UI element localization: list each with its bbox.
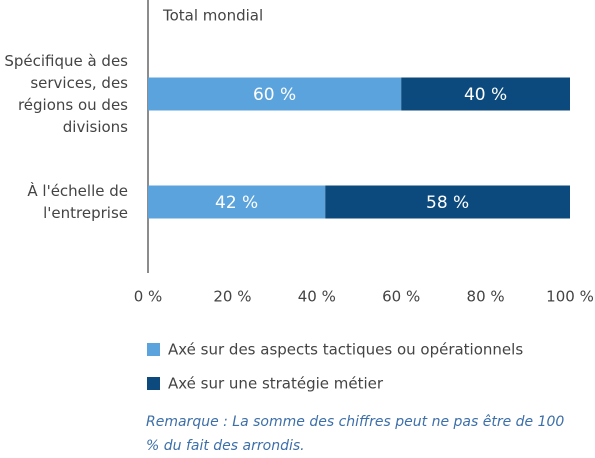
data-label: 60 % — [253, 85, 296, 105]
bar — [148, 185, 326, 219]
legend-label: Axé sur une stratégie métier — [168, 375, 384, 393]
chart-subtitle: Total mondial — [162, 7, 263, 25]
bar — [401, 77, 570, 111]
legend-label: Axé sur des aspects tactiques ou opérati… — [168, 341, 523, 359]
data-label: 42 % — [215, 193, 258, 213]
y-tick-label: Spécifique à des services, des régions o… — [4, 52, 128, 136]
data-label: 40 % — [464, 85, 507, 105]
x-tick-label: 60 % — [382, 288, 420, 306]
bar — [325, 185, 570, 219]
y-tick-label: À l'échelle de l'entreprise — [27, 182, 128, 222]
bar — [148, 77, 402, 111]
x-tick-label: 80 % — [467, 288, 505, 306]
x-tick-label: 100 % — [546, 288, 594, 306]
x-tick-label: 40 % — [298, 288, 336, 306]
note: Remarque : La somme des chiffres peut ne… — [146, 414, 565, 454]
x-tick-label: 20 % — [213, 288, 251, 306]
legend-swatch — [147, 343, 160, 356]
legend-swatch — [147, 377, 160, 390]
x-tick-label: 0 % — [134, 288, 163, 306]
data-label: 58 % — [426, 193, 469, 213]
